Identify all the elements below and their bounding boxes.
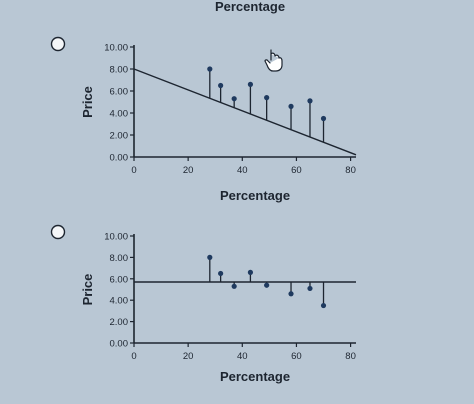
data-point bbox=[247, 269, 254, 275]
y-axis-title: Price bbox=[80, 86, 95, 118]
data-point bbox=[307, 98, 313, 104]
chart-option-b: 0.00 2.00 4.00 6.00 8.00 10.00 0 20 40 60 80 Percen… bbox=[80, 232, 356, 384]
data-point bbox=[218, 270, 224, 277]
data-point bbox=[207, 66, 213, 72]
chart-option-a: 0.00 2.00 4.00 6.00 8.00 10.00 0 20 40 60 80 Percen… bbox=[80, 43, 357, 203]
y-tick-label: 10.00 bbox=[104, 232, 128, 243]
x-tick-label: 20 bbox=[183, 351, 194, 362]
x-tick-label: 40 bbox=[237, 351, 248, 362]
x-tick-label: 0 bbox=[131, 165, 136, 176]
y-tick-label: 6.00 bbox=[110, 274, 129, 285]
option-b-radio[interactable] bbox=[50, 224, 66, 240]
data-point bbox=[264, 282, 270, 288]
top-partial-title: Percentage bbox=[215, 0, 285, 14]
x-tick-label: 80 bbox=[345, 165, 356, 176]
y-tick-label: 6.00 bbox=[110, 87, 129, 98]
data-point bbox=[247, 81, 254, 87]
x-tick-label: 40 bbox=[237, 165, 248, 176]
data-point bbox=[288, 103, 294, 109]
hand-pointer-icon bbox=[264, 49, 283, 72]
data-point bbox=[264, 95, 270, 101]
x-tick-label: 60 bbox=[291, 165, 302, 176]
data-point bbox=[207, 254, 213, 260]
x-tick-label: 20 bbox=[183, 165, 194, 176]
data-point bbox=[320, 302, 327, 309]
y-axis-title: Price bbox=[80, 274, 95, 306]
y-tick-label: 10.00 bbox=[104, 43, 128, 54]
data-point bbox=[320, 115, 327, 122]
data-point bbox=[288, 291, 294, 297]
y-tick-label: 4.00 bbox=[110, 109, 129, 120]
y-tick-label: 0.00 bbox=[110, 339, 129, 350]
x-tick-label: 60 bbox=[291, 351, 302, 362]
x-axis-title: Percentage bbox=[220, 369, 290, 384]
y-tick-label: 4.00 bbox=[110, 296, 129, 307]
data-point bbox=[231, 283, 237, 289]
y-tick-label: 0.00 bbox=[110, 153, 129, 164]
option-a-radio[interactable] bbox=[50, 36, 66, 52]
x-axis-title: Percentage bbox=[220, 188, 290, 203]
x-tick-label: 80 bbox=[345, 351, 356, 362]
y-tick-label: 8.00 bbox=[110, 65, 129, 76]
y-tick-label: 8.00 bbox=[110, 253, 129, 264]
y-tick-label: 2.00 bbox=[110, 131, 129, 142]
data-point bbox=[231, 96, 237, 102]
y-tick-label: 2.00 bbox=[110, 317, 129, 328]
data-point bbox=[307, 285, 313, 292]
data-point bbox=[218, 82, 224, 89]
model-line bbox=[133, 68, 357, 156]
x-tick-label: 0 bbox=[131, 351, 136, 362]
